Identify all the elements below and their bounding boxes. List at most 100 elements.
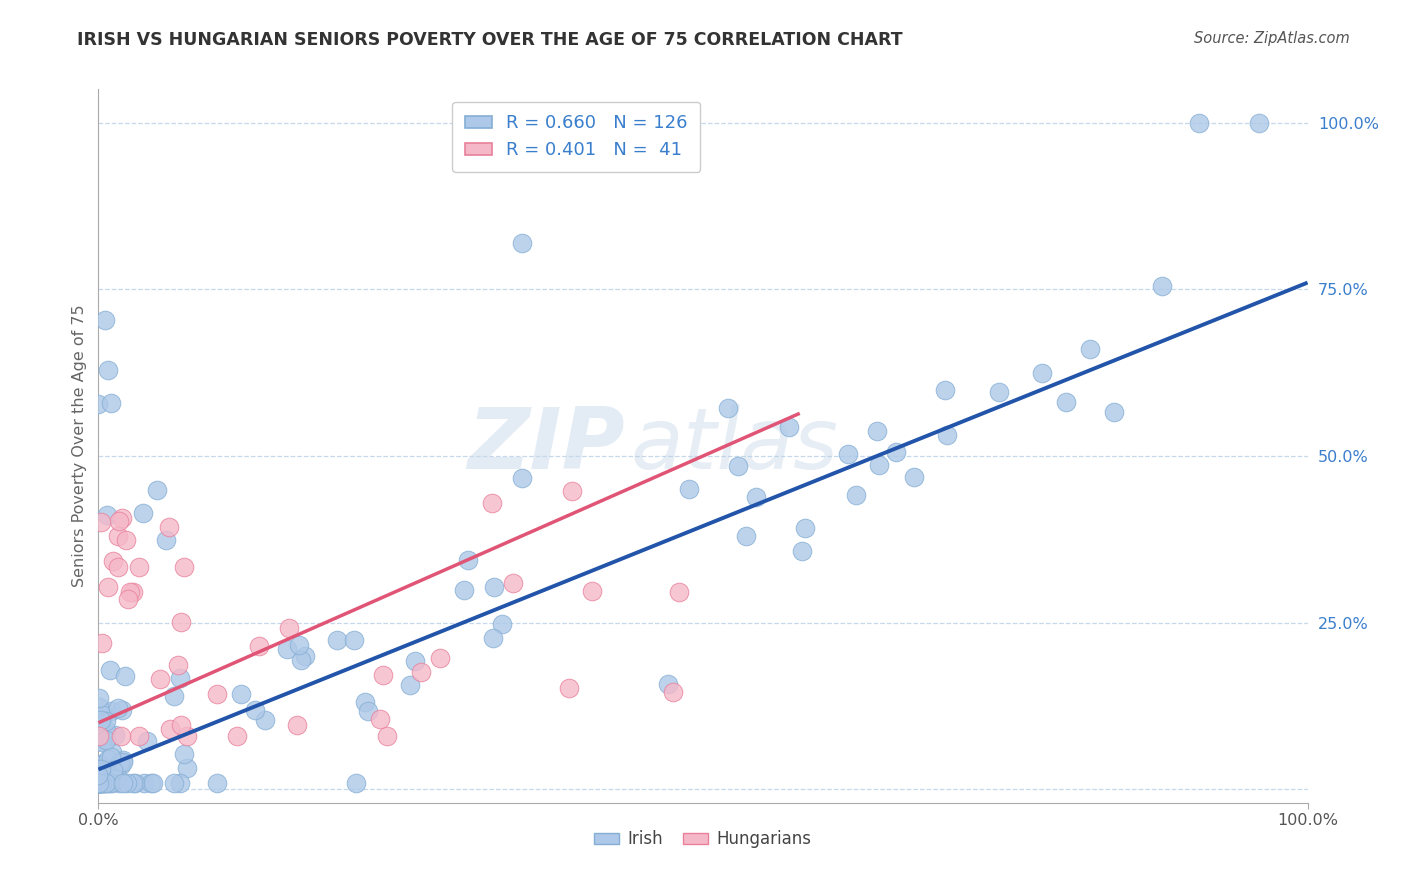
Point bbox=[734, 529, 756, 543]
Point bbox=[87, 733, 110, 747]
Point bbox=[101, 776, 124, 790]
Point bbox=[101, 764, 124, 778]
Point bbox=[343, 633, 366, 648]
Y-axis label: Seniors Poverty Over the Age of 75: Seniors Poverty Over the Age of 75 bbox=[72, 305, 87, 587]
Point bbox=[90, 713, 112, 727]
Point bbox=[163, 776, 186, 790]
Point bbox=[87, 776, 110, 790]
Point bbox=[111, 703, 134, 717]
Point bbox=[100, 396, 122, 410]
Point bbox=[176, 760, 198, 774]
Point bbox=[169, 776, 191, 790]
Point bbox=[90, 735, 112, 749]
Point bbox=[87, 720, 110, 734]
Point bbox=[139, 776, 162, 790]
Point bbox=[1188, 115, 1211, 129]
Point bbox=[173, 559, 195, 574]
Point bbox=[90, 765, 112, 780]
Point bbox=[344, 776, 367, 790]
Point bbox=[1031, 366, 1053, 380]
Point bbox=[457, 553, 479, 567]
Point bbox=[481, 632, 503, 646]
Point bbox=[118, 585, 141, 599]
Point bbox=[561, 483, 583, 498]
Point bbox=[108, 514, 131, 528]
Point bbox=[727, 459, 749, 474]
Point bbox=[97, 363, 120, 377]
Point bbox=[1078, 342, 1101, 356]
Point bbox=[90, 636, 112, 650]
Point bbox=[290, 653, 312, 667]
Point bbox=[793, 520, 815, 534]
Point bbox=[87, 772, 110, 786]
Point bbox=[87, 768, 110, 782]
Point bbox=[429, 650, 451, 665]
Point bbox=[90, 762, 112, 776]
Point bbox=[104, 772, 127, 786]
Point bbox=[87, 776, 110, 790]
Point bbox=[89, 776, 111, 790]
Point bbox=[114, 669, 136, 683]
Point bbox=[107, 701, 129, 715]
Point bbox=[112, 776, 135, 790]
Point bbox=[93, 708, 115, 723]
Point bbox=[87, 776, 110, 790]
Point bbox=[87, 776, 110, 790]
Point bbox=[87, 776, 110, 790]
Point bbox=[91, 776, 114, 790]
Point bbox=[778, 419, 800, 434]
Point bbox=[97, 776, 120, 790]
Point bbox=[94, 714, 117, 728]
Legend: Irish, Hungarians: Irish, Hungarians bbox=[588, 824, 818, 855]
Point bbox=[481, 496, 503, 510]
Point bbox=[132, 776, 155, 790]
Point bbox=[176, 729, 198, 743]
Point bbox=[169, 671, 191, 685]
Point bbox=[167, 658, 190, 673]
Point bbox=[122, 585, 145, 599]
Point bbox=[132, 506, 155, 520]
Point bbox=[100, 745, 122, 759]
Point bbox=[717, 401, 740, 415]
Point bbox=[558, 681, 581, 695]
Point bbox=[205, 687, 228, 701]
Point bbox=[124, 776, 146, 790]
Point bbox=[135, 734, 157, 748]
Point bbox=[357, 704, 380, 718]
Point bbox=[87, 396, 110, 410]
Point bbox=[115, 776, 138, 790]
Point bbox=[155, 533, 177, 547]
Point bbox=[371, 668, 394, 682]
Point bbox=[107, 560, 129, 574]
Point bbox=[90, 516, 112, 530]
Point bbox=[90, 757, 112, 772]
Text: ZIP: ZIP bbox=[467, 404, 624, 488]
Point bbox=[326, 633, 349, 648]
Point bbox=[100, 750, 122, 764]
Point bbox=[278, 621, 301, 635]
Point bbox=[173, 747, 195, 761]
Point bbox=[354, 695, 377, 709]
Point bbox=[101, 554, 124, 568]
Point bbox=[107, 528, 129, 542]
Point bbox=[837, 447, 859, 461]
Point bbox=[128, 560, 150, 574]
Point bbox=[96, 733, 118, 747]
Point bbox=[657, 677, 679, 691]
Point bbox=[1054, 395, 1077, 409]
Point bbox=[142, 776, 165, 790]
Point bbox=[87, 699, 110, 714]
Point bbox=[93, 776, 115, 790]
Point bbox=[97, 752, 120, 766]
Point bbox=[205, 776, 228, 790]
Point bbox=[110, 729, 132, 743]
Point bbox=[115, 533, 138, 547]
Point bbox=[146, 483, 169, 497]
Point bbox=[886, 445, 908, 459]
Point bbox=[411, 665, 433, 679]
Point bbox=[90, 757, 112, 772]
Point bbox=[502, 576, 524, 591]
Point bbox=[87, 731, 110, 745]
Point bbox=[90, 776, 112, 790]
Point bbox=[404, 654, 426, 668]
